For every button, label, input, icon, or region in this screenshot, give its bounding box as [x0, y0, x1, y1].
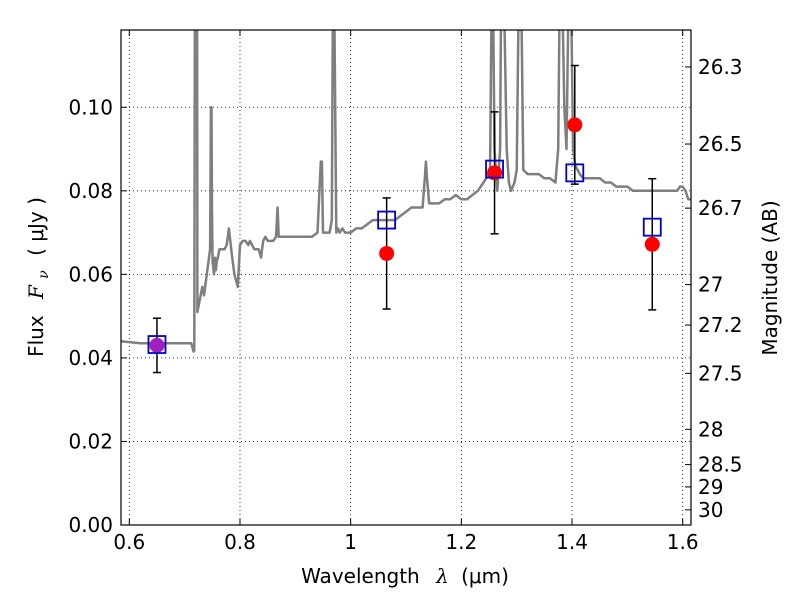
plot-area-frame [120, 29, 692, 526]
y2-tick-label: 29 [698, 475, 723, 499]
x-axis-label: Wavelength λ (μm) [301, 564, 509, 588]
observed-point [149, 337, 165, 353]
y-axis-label-prefix: Flux [24, 315, 48, 357]
y2-tick-label: 26.3 [698, 55, 743, 79]
observed-points [149, 117, 660, 353]
y-axis-ticks: 0.00 0.02 0.04 0.06 0.08 0.10 [68, 95, 127, 537]
y-tick-label: 0.08 [68, 179, 113, 203]
y-axis-label-symbol: F [24, 284, 48, 300]
observed-point [567, 117, 583, 133]
y2-tick-label: 28.5 [698, 453, 743, 477]
observed-point [379, 245, 395, 261]
model-photometry-point [147, 335, 167, 354]
error-bars [152, 64, 657, 374]
y-axis-label-subscript: ν [36, 270, 52, 279]
y-tick-label: 0.00 [68, 513, 113, 537]
model-photometry-point [565, 163, 585, 183]
y2-tick-label: 26.5 [698, 132, 743, 156]
y-axis-label-unit: ( μJy ) [24, 197, 48, 256]
x-tick-label: 1.4 [556, 530, 588, 554]
x-tick-label: 1 [344, 530, 357, 554]
y-tick-label: 0.02 [68, 429, 113, 453]
model-spectrum-line [121, 30, 691, 353]
x-axis-label-symbol: λ [435, 564, 449, 588]
x-tick-label: 1.6 [667, 530, 699, 554]
observed-point [487, 165, 503, 181]
model-photometry-point [377, 210, 397, 230]
y2-tick-label: 27.2 [698, 313, 743, 337]
y-tick-label: 0.04 [68, 346, 113, 370]
y-tick-label: 0.06 [68, 262, 113, 286]
x-tick-label: 0.6 [113, 530, 145, 554]
x-axis-label-prefix: Wavelength [301, 564, 420, 588]
y2-tick-label: 27.5 [698, 361, 743, 385]
y2-tick-label: 28 [698, 417, 723, 441]
y-axis-label: Flux F ν ( μJy ) [24, 197, 53, 357]
model-photometry-points [147, 159, 662, 354]
model-photometry-point [642, 217, 662, 237]
y2-tick-label: 27 [698, 273, 723, 297]
x-tick-label: 1.2 [445, 530, 477, 554]
y2-tick-label: 30 [698, 498, 723, 522]
y2-tick-label: 26.7 [698, 196, 743, 220]
x-axis-ticks: 0.6 0.8 1 1.2 1.4 1.6 [113, 30, 699, 554]
x-axis-label-unit: (μm) [461, 564, 509, 588]
y-tick-label: 0.10 [68, 95, 113, 119]
y2-axis-label: Magnitude (AB) [758, 200, 782, 355]
model-spectrum [121, 30, 691, 353]
model-photometry-point [485, 159, 504, 179]
observed-point [644, 236, 660, 252]
x-tick-label: 0.8 [224, 530, 256, 554]
